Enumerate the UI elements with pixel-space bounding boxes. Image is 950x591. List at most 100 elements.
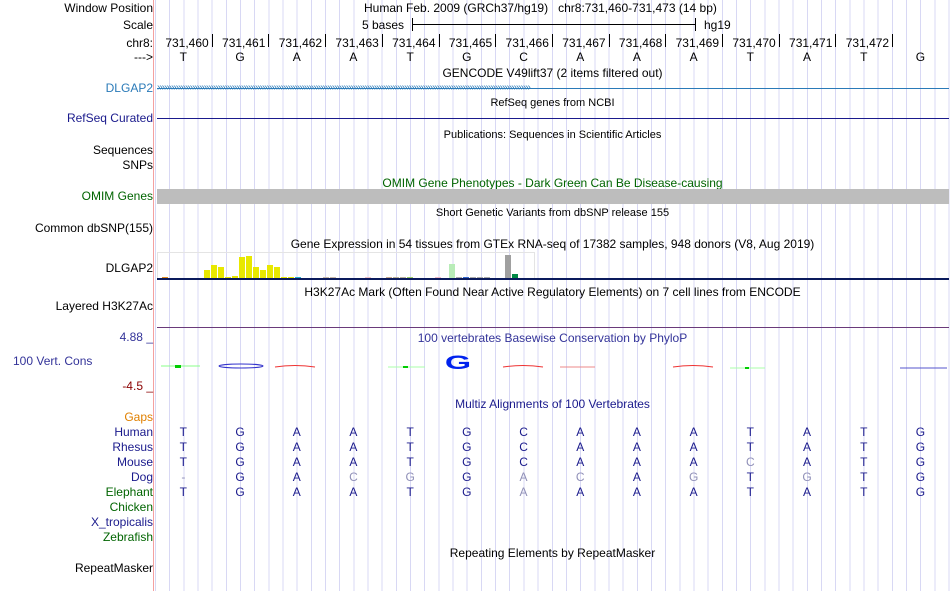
aligned-base: C — [519, 455, 528, 469]
reference-base: G — [915, 50, 926, 64]
position-tick — [381, 34, 383, 47]
dbsnp-label[interactable]: Common dbSNP(155) — [34, 221, 153, 235]
publications-label[interactable]: Sequences — [92, 143, 153, 157]
gaps-label[interactable]: Gaps — [124, 410, 153, 424]
aligned-base: G — [235, 455, 245, 469]
aligned-base: A — [632, 455, 641, 469]
aligned-base: A — [803, 455, 812, 469]
aligned-base: G — [462, 485, 472, 499]
gencode-label[interactable]: DLGAP2 — [105, 81, 153, 95]
aligned-base: A — [349, 485, 358, 499]
position-tick — [438, 34, 440, 47]
refseq-gene-line[interactable] — [157, 118, 949, 119]
aligned-base: A — [349, 440, 358, 454]
aligned-base: A — [519, 485, 528, 499]
position-tick — [778, 34, 780, 47]
position-tick — [665, 34, 667, 47]
species-label-x_tropicalis[interactable]: X_tropicalis — [90, 515, 153, 529]
aligned-base: A — [292, 455, 301, 469]
phylop-bar — [175, 365, 181, 368]
aligned-base: G — [802, 470, 812, 484]
aligned-base: G — [462, 425, 472, 439]
species-label-zebrafish[interactable]: Zebrafish — [102, 530, 153, 544]
repeatmasker-label[interactable]: RepeatMasker — [74, 561, 153, 575]
base-grid — [155, 0, 950, 591]
aligned-base: A — [292, 470, 301, 484]
h3k27ac-label[interactable]: Layered H3K27Ac — [55, 299, 153, 313]
reference-base: G — [235, 50, 245, 64]
aligned-base: - — [181, 470, 186, 484]
reference-base: T — [179, 50, 188, 64]
species-label-elephant[interactable]: Elephant — [105, 485, 153, 499]
reference-base: A — [349, 50, 358, 64]
gtex-tissue-bar — [449, 263, 455, 279]
gtex-tissue-bar — [505, 255, 511, 279]
aligned-base: A — [576, 440, 585, 454]
aligned-base: G — [915, 440, 926, 454]
aligned-base: A — [803, 440, 812, 454]
position-tick-label: 731,462 — [278, 36, 323, 50]
position-tick — [325, 34, 327, 47]
gtex-chart[interactable] — [157, 252, 535, 279]
gtex-tissue-bar — [218, 266, 224, 279]
gencode-title: GENCODE V49lift37 (2 items filtered out) — [442, 66, 663, 80]
species-label-human[interactable]: Human — [114, 425, 153, 439]
phylop-title: 100 vertebrates Basewise Conservation by… — [417, 331, 688, 345]
aligned-base: A — [632, 440, 641, 454]
aligned-base: A — [576, 485, 585, 499]
aligned-base: G — [915, 425, 926, 439]
aligned-base: A — [803, 485, 812, 499]
gtex-tissue-bar — [232, 276, 238, 279]
reference-base: G — [462, 50, 472, 64]
aligned-base: T — [746, 470, 755, 484]
aligned-base: A — [576, 455, 585, 469]
phylop-bar — [502, 365, 544, 368]
aligned-base: C — [746, 455, 755, 469]
position-tick — [835, 34, 837, 47]
aligned-base: A — [689, 440, 698, 454]
aligned-base: T — [746, 425, 755, 439]
h3k27ac-title: H3K27Ac Mark (Often Found Near Active Re… — [304, 285, 801, 299]
position-tick-label: 731,465 — [448, 36, 493, 50]
omim-feature[interactable] — [157, 189, 949, 204]
aligned-base: T — [179, 440, 188, 454]
aligned-base: A — [632, 425, 641, 439]
aligned-base: C — [519, 440, 528, 454]
gtex-title: Gene Expression in 54 tissues from GTEx … — [290, 237, 815, 251]
aligned-base: A — [292, 440, 301, 454]
aligned-base: T — [860, 485, 868, 499]
label-separator — [153, 0, 154, 591]
gene-dlgap2-feature[interactable]: ››››››››››››››››››››››››››››››››››››››››… — [157, 82, 949, 94]
position-tick — [722, 34, 723, 47]
gtex-label[interactable]: DLGAP2 — [105, 261, 153, 275]
refseq-label[interactable]: RefSeq Curated — [66, 111, 153, 125]
phylop-bar — [274, 365, 316, 368]
aligned-base: G — [235, 470, 245, 484]
position-tick-label: 731,470 — [732, 36, 776, 50]
species-label-mouse[interactable]: Mouse — [116, 455, 153, 469]
gtex-tissue-bar — [512, 273, 518, 279]
dbsnp-title: Short Genetic Variants from dbSNP releas… — [435, 207, 670, 219]
phylop-logo: G — [161, 351, 947, 373]
species-label-dog[interactable]: Dog — [130, 470, 153, 484]
gtex-tissue-bar — [239, 256, 245, 279]
h3k27ac-baseline — [157, 327, 949, 328]
assembly-label: hg19 — [704, 18, 731, 32]
position-tick — [268, 34, 270, 47]
reference-base: T — [746, 50, 755, 64]
aligned-base: G — [462, 440, 472, 454]
aligned-base: A — [349, 425, 358, 439]
omim-label[interactable]: OMIM Genes — [81, 189, 153, 203]
position-tick-label: 731,460 — [165, 36, 209, 50]
reference-base: T — [406, 50, 414, 64]
aligned-base: G — [688, 470, 699, 484]
position-tick-label: 731,469 — [675, 36, 719, 50]
position-tick-label: 731,464 — [392, 36, 436, 50]
aligned-base: C — [349, 470, 358, 484]
phylop-label[interactable]: 100 Vert. Cons — [13, 354, 93, 368]
species-label-rhesus[interactable]: Rhesus — [112, 440, 153, 454]
reference-base: A — [632, 50, 641, 64]
species-label-chicken[interactable]: Chicken — [109, 500, 153, 514]
position-tick-label: 731,466 — [505, 36, 549, 50]
snps-label[interactable]: SNPs — [122, 158, 153, 172]
